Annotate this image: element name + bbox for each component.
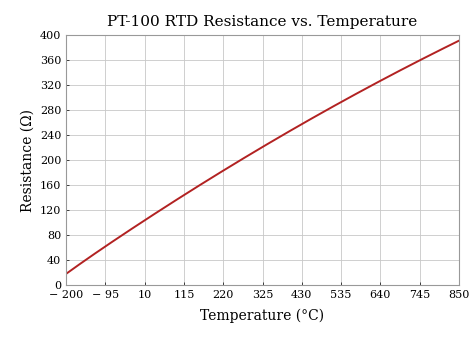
Title: PT-100 RTD Resistance vs. Temperature: PT-100 RTD Resistance vs. Temperature xyxy=(107,15,418,30)
X-axis label: Temperature (°C): Temperature (°C) xyxy=(201,309,324,323)
Y-axis label: Resistance (Ω): Resistance (Ω) xyxy=(20,109,35,212)
